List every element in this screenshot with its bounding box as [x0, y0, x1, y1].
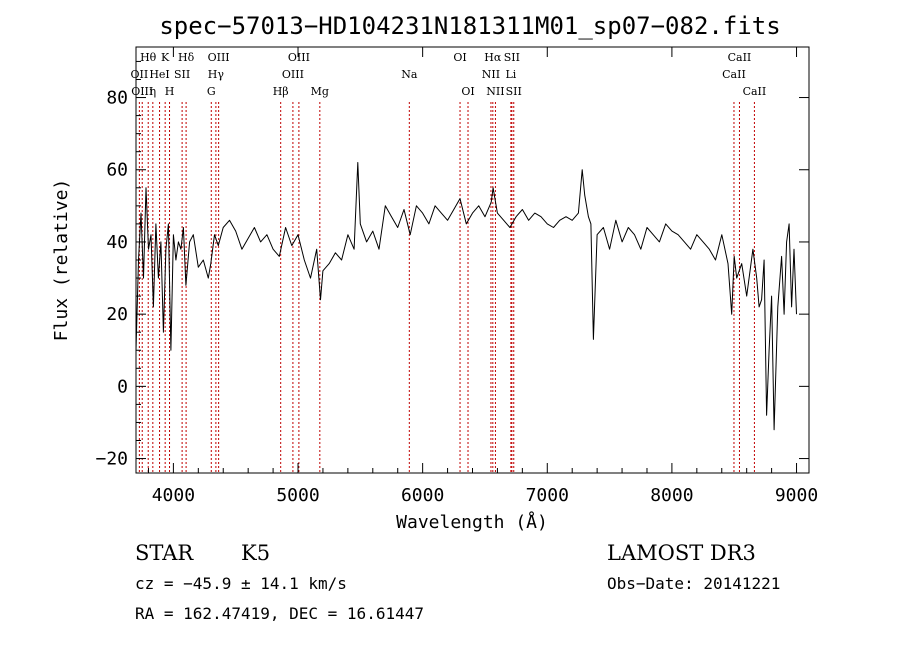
spectral-line-label-19: Hα — [484, 51, 502, 64]
x-tick-label-1: 5000 — [276, 485, 319, 506]
spectral-line-label-3: K — [161, 51, 170, 64]
spectral-line-label-20: NII — [482, 68, 500, 81]
y-tick-label-4: 60 — [106, 160, 128, 181]
spectral-line-label-17: OI — [453, 51, 466, 64]
spectral-line-label-23: Li — [505, 68, 516, 81]
spectral-line-label-21: NII — [486, 85, 504, 98]
x-tick-label-2: 6000 — [401, 485, 444, 506]
object-subclass: K5 — [241, 541, 270, 565]
y-axis-ticks: −20 0 20 40 60 80 — [95, 60, 809, 470]
redshift-text: cz = −45.9 ± 14.1 km/s — [135, 574, 347, 593]
y-tick-label-2: 20 — [106, 304, 128, 325]
spectral-line-label-15: Mg — [311, 85, 329, 98]
spectral-line-label-6: Hδ — [178, 51, 195, 64]
x-axis-label: Wavelength (Å) — [396, 511, 548, 533]
y-axis-label: Flux (relative) — [51, 179, 72, 342]
spectral-line-label-10: Hγ — [208, 68, 225, 81]
x-tick-label-5: 9000 — [775, 485, 818, 506]
spectral-line-label-18: OI — [461, 85, 474, 98]
y-tick-label-0: −20 — [95, 449, 128, 470]
spectral-line-label-25: CaII — [728, 51, 752, 64]
y-tick-label-1: 0 — [117, 376, 128, 397]
survey-name: LAMOST DR3 — [607, 541, 756, 565]
plot-frame — [135, 46, 810, 474]
spectral-line-label-16: Na — [401, 68, 418, 81]
x-tick-label-0: 4000 — [152, 485, 195, 506]
spectral-line-label-9: OIII — [208, 51, 230, 64]
spectral-line-label-2: OIII — [131, 85, 153, 98]
spectral-line-label-4: HeI — [149, 68, 169, 81]
spectral-line-label-13: OIII — [282, 68, 304, 81]
spectral-line-label-8: H — [165, 85, 175, 98]
x-axis-ticks: 4000 5000 6000 7000 8000 9000 — [147, 47, 818, 506]
object-class: STAR — [135, 541, 194, 565]
spectral-line-label-1: OII — [131, 68, 149, 81]
spectral-line-label-26: CaII — [722, 68, 746, 81]
spectral-line-label-27: CaII — [743, 85, 767, 98]
spectral-line-label-7: SII — [174, 68, 190, 81]
spectral-line-label-14: Hβ — [273, 85, 289, 98]
y-tick-label-3: 40 — [106, 232, 128, 253]
spectral-line-label-24: SII — [506, 85, 522, 98]
spectral-line-label-5: η — [150, 85, 157, 98]
series-layer — [135, 162, 797, 431]
spectral-line-label-22: SII — [504, 51, 520, 64]
spectrum-line-0 — [135, 162, 797, 431]
obs-date-text: Obs−Date: 20141221 — [607, 574, 780, 593]
x-tick-label-4: 8000 — [650, 485, 693, 506]
coordinates-text: RA = 162.47419, DEC = 16.61447 — [135, 604, 424, 623]
x-tick-label-3: 7000 — [526, 485, 569, 506]
spectral-line-label-11: G — [207, 85, 216, 98]
spectral-line-label-0: Hθ — [140, 51, 157, 64]
chart-title: spec−57013−HD104231N181311M01_sp07−082.f… — [159, 12, 780, 40]
y-tick-label-5: 80 — [106, 88, 128, 109]
spectral-line-label-12: OIII — [288, 51, 310, 64]
spectral-line-markers: Hθ OII OIII K HeI η Hδ SII H OIII Hγ G OIII OIII Hβ Mg N… — [131, 51, 767, 473]
